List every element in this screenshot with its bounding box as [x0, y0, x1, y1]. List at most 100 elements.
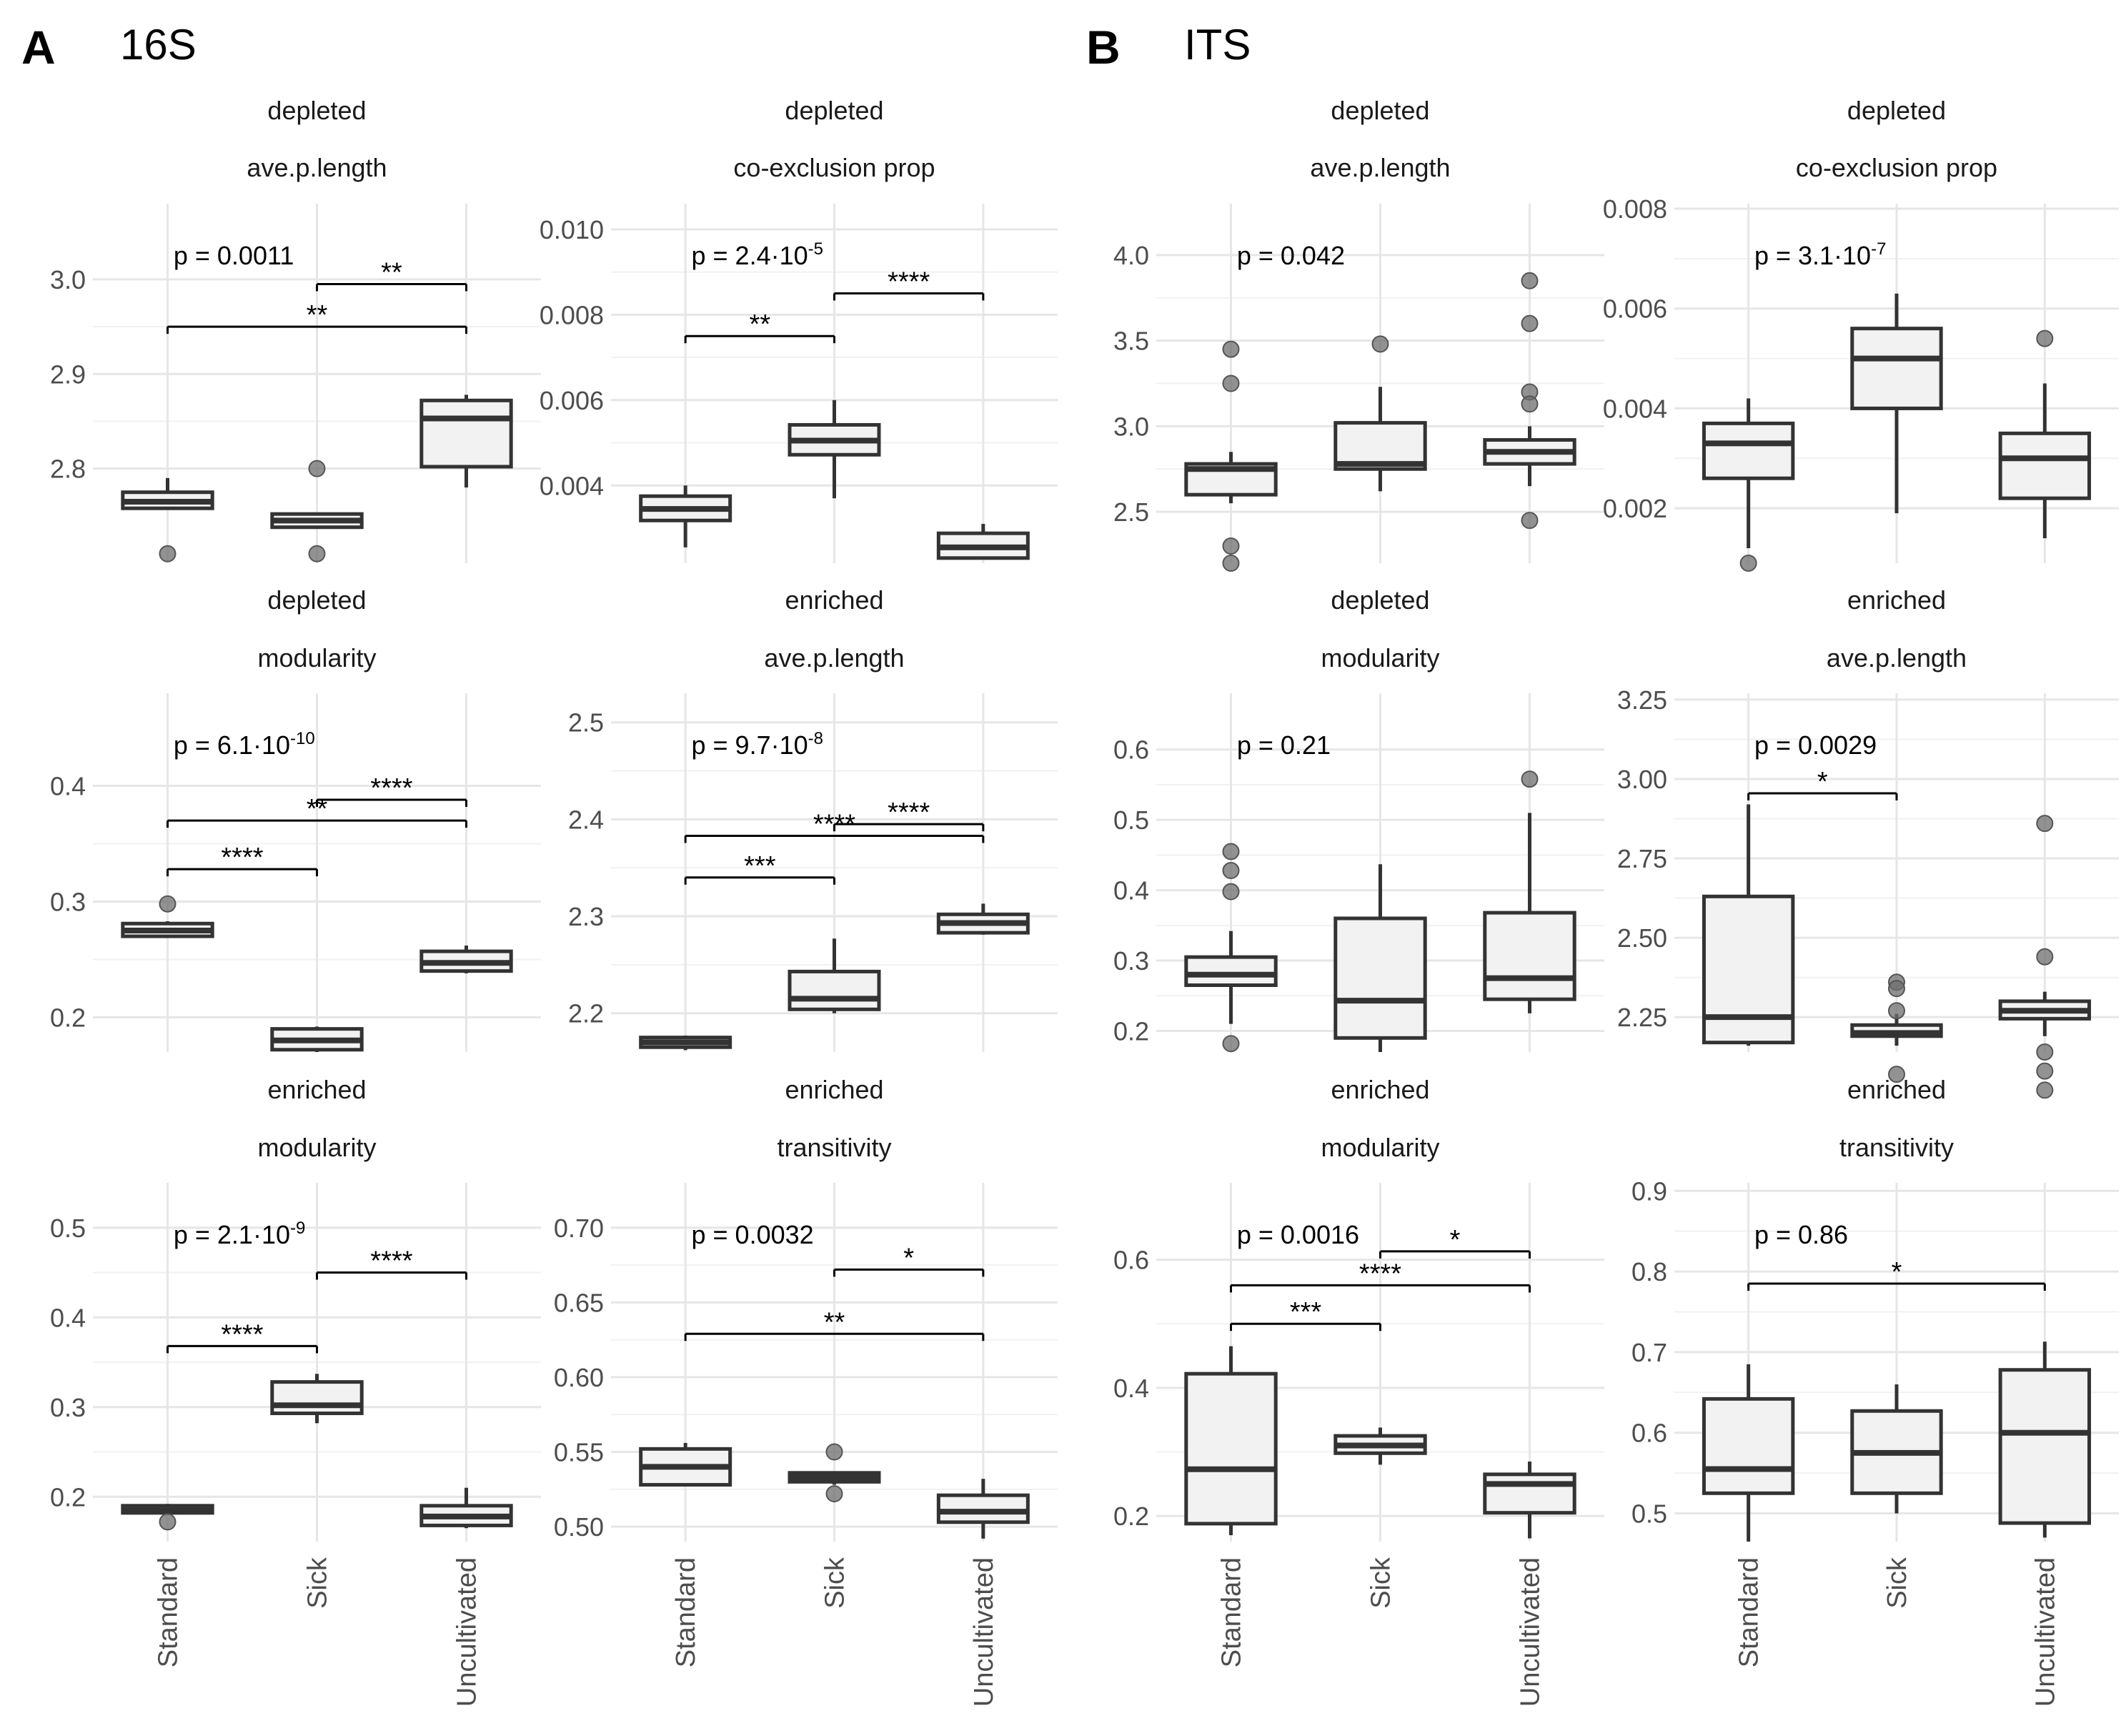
y-tick-label: 0.006: [540, 386, 604, 415]
outlier-point: [1222, 555, 1240, 572]
box-standard: [1184, 340, 1278, 572]
box-uncultivated: [419, 1487, 513, 1529]
facet-8: enriched ave.p.length 2.25 2.50 2.75 3.00 3.25…: [1617, 585, 2119, 1099]
y-tick-label: 0.3: [50, 1393, 86, 1422]
facet-strip-direction: depleted: [1331, 585, 1429, 615]
significance-stars: ****: [888, 798, 930, 828]
y-tick-label: 2.2: [568, 999, 604, 1028]
box-uncultivated: [1998, 1341, 2092, 1538]
y-tick-label: 0.008: [540, 300, 604, 329]
box-sick: [270, 460, 364, 562]
facet-strip-direction: enriched: [785, 1075, 883, 1104]
facet-strip-direction: enriched: [1847, 1075, 1946, 1104]
outlier-point: [1888, 1066, 1905, 1083]
box-sick: [788, 1443, 881, 1503]
significance-stars: **: [824, 1307, 845, 1337]
x-tick-label: Uncultivated: [2030, 1557, 2060, 1707]
outlier-point: [1222, 375, 1240, 392]
significance-bracket: ****: [316, 773, 467, 807]
box-standard: [639, 1442, 732, 1487]
facet-strip-direction: depleted: [267, 96, 366, 125]
y-tick-label: 0.5: [1113, 805, 1149, 835]
outlier-point: [1222, 862, 1240, 880]
facet-12: enriched transitivity 0.5 0.6 0.7 0.8 0.9 * p = …: [1631, 1075, 2119, 1707]
outlier-point: [2036, 1043, 2054, 1061]
y-tick-label: 2.75: [1617, 844, 1667, 873]
facet-strip-metric: modularity: [257, 1133, 376, 1162]
y-tick-label: 0.70: [554, 1214, 604, 1243]
outlier-point: [159, 1513, 177, 1531]
p-value-label: p = 2.1·10-9: [174, 1219, 305, 1249]
significance-bracket: ****: [167, 1319, 318, 1354]
significance-bracket: ****: [1230, 1259, 1531, 1293]
panel-a-title: 16S: [120, 21, 197, 69]
outlier-point: [159, 895, 177, 913]
y-tick-label: 0.5: [1631, 1499, 1667, 1529]
outlier-point: [1222, 340, 1240, 358]
p-value-label: p = 0.0011: [174, 241, 294, 270]
facet-strip-direction: enriched: [1847, 585, 1946, 615]
outlier-point: [825, 1443, 843, 1461]
iqr-box: [788, 969, 881, 1011]
y-tick-label: 0.3: [1113, 946, 1149, 976]
facet-4: depleted co-exclusion prop 0.002 0.004 0.006…: [1603, 96, 2119, 572]
box-standard: [639, 485, 732, 547]
p-value-exponent: -8: [808, 729, 823, 748]
iqr-box: [1184, 955, 1278, 987]
facet-strip-metric: co-exclusion prop: [1796, 153, 1997, 182]
box-standard: [121, 1504, 214, 1531]
box-uncultivated: [1483, 272, 1576, 530]
y-tick-label: 0.4: [1113, 876, 1149, 906]
iqr-box: [1850, 327, 1943, 410]
y-tick-label: 2.8: [50, 455, 86, 484]
facet-strip-metric: modularity: [1321, 643, 1439, 673]
y-tick-label: 2.9: [50, 359, 86, 389]
y-tick-label: 0.2: [1113, 1502, 1149, 1531]
box-standard: [1702, 398, 1795, 572]
significance-stars: ****: [813, 809, 855, 839]
facet-strip-metric: ave.p.length: [247, 153, 387, 182]
p-value-label: p = 6.1·10-10: [174, 729, 315, 760]
facet-strip-direction: enriched: [785, 585, 883, 615]
y-tick-label: 3.0: [1113, 412, 1149, 441]
y-tick-label: 3.0: [50, 265, 86, 294]
p-value-label: p = 0.86: [1754, 1220, 1848, 1249]
y-tick-label: 3.00: [1617, 765, 1667, 794]
significance-stars: ****: [221, 843, 263, 873]
p-value-label: p = 9.7·10-8: [692, 729, 823, 760]
panel-b-label: B: [1086, 21, 1121, 74]
iqr-box: [1184, 1372, 1278, 1526]
outlier-point: [1521, 272, 1539, 289]
box-standard: [1184, 1346, 1278, 1536]
iqr-box: [1702, 894, 1795, 1045]
outlier-point: [1222, 537, 1240, 555]
x-tick-label: Sick: [1366, 1557, 1396, 1609]
y-tick-label: 2.4: [568, 805, 604, 834]
x-tick-label: Sick: [820, 1557, 850, 1609]
outlier-point: [1521, 770, 1539, 788]
y-tick-label: 0.4: [50, 1303, 86, 1332]
x-tick-label: Standard: [1734, 1557, 1764, 1667]
x-tick-label: Uncultivated: [969, 1557, 999, 1707]
facet-strip-direction: enriched: [1331, 1075, 1429, 1104]
facet-strip-metric: co-exclusion prop: [733, 153, 935, 182]
significance-stars: ***: [744, 851, 776, 881]
facet-9: enriched modularity 0.2 0.3 0.4 0.5 **** **** p …: [50, 1075, 541, 1707]
y-tick-label: 0.2: [50, 1003, 86, 1032]
outlier-point: [2036, 1081, 2054, 1099]
y-tick-label: 0.9: [1631, 1176, 1667, 1206]
outlier-point: [2036, 1062, 2054, 1080]
iqr-box: [936, 1493, 1030, 1524]
x-tick-label: Sick: [303, 1557, 333, 1609]
significance-stars: ***: [1290, 1297, 1322, 1327]
iqr-box: [1483, 1472, 1576, 1515]
box-sick: [1333, 335, 1427, 492]
outlier-point: [1222, 843, 1240, 860]
facet-strip-metric: modularity: [257, 643, 376, 673]
significance-bracket: **: [167, 300, 467, 334]
y-tick-label: 0.4: [1113, 1374, 1149, 1403]
significance-bracket: ****: [833, 267, 985, 301]
y-tick-label: 0.6: [1113, 1246, 1149, 1275]
box-sick: [1850, 1384, 1943, 1514]
